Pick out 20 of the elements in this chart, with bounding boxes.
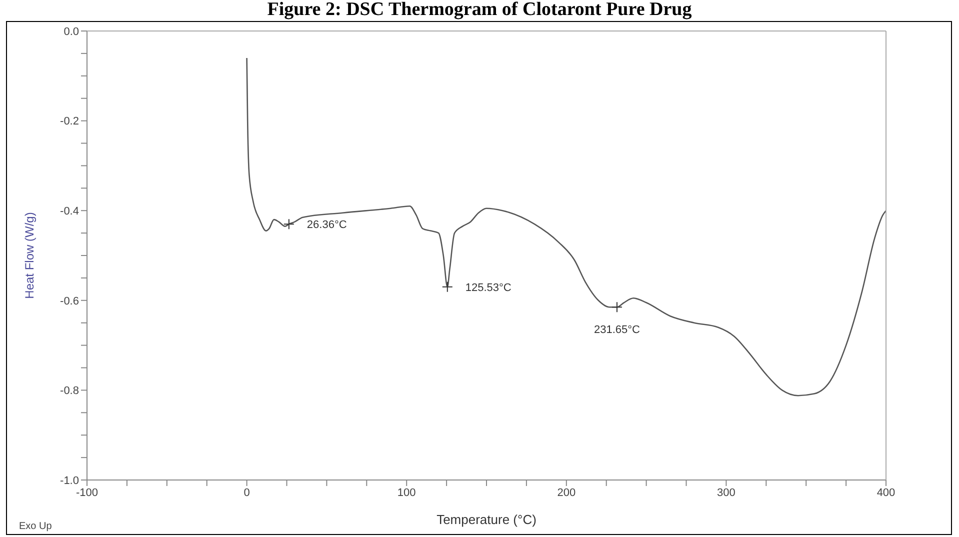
y-axis-title: Heat Flow (W/g): [22, 212, 36, 299]
y-tick-label: 0.0: [64, 26, 79, 38]
y-tick-label: -0.8: [60, 385, 79, 398]
annotation: 231.65°C: [594, 324, 640, 336]
x-tick-label: 200: [557, 486, 576, 499]
text: Exo Up: [19, 521, 52, 532]
line-series: [246, 57, 886, 396]
x-axis-title: Temperature (°C): [436, 512, 536, 527]
x-tick-label: 100: [397, 486, 416, 499]
y-tick-label: -0.6: [60, 295, 79, 308]
y-tick-label: -0.4: [60, 206, 79, 218]
x-tick-label: 300: [717, 486, 736, 499]
annotation: 26.36°C: [306, 218, 347, 231]
y-tick-label: -0.2: [60, 116, 79, 128]
y-tick-label: -1.0: [60, 474, 79, 487]
chart-title: Figure 2: DSC Thermogram of Clotaront Pure Drug: [266, 0, 693, 20]
annotation: 125.53°C: [465, 282, 512, 294]
x-tick-label: 0: [244, 486, 250, 499]
x-tick-label: -100: [76, 486, 98, 499]
x-tick-label: 400: [876, 486, 896, 499]
